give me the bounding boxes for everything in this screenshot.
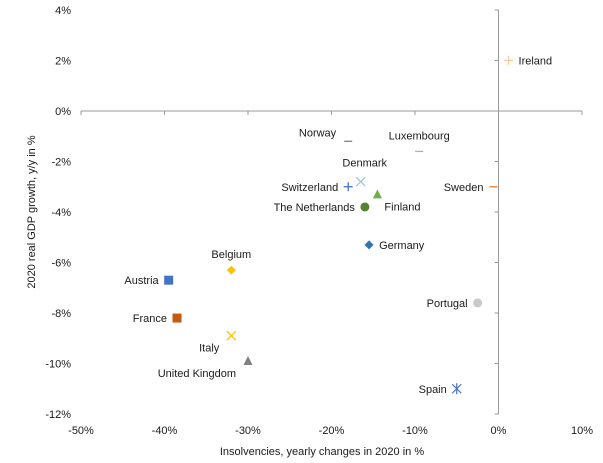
point-france <box>172 313 182 323</box>
y-axis-title: 2020 real GDP growth, y/y in % <box>26 135 38 288</box>
y-tick-labels: -12% -10% -8% -6% -4% -2% 0% 2% 4% <box>45 5 71 421</box>
label-united-kingdom: United Kingdom <box>158 368 236 380</box>
label-norway: Norway <box>299 127 337 139</box>
y-tick-label: 2% <box>55 56 71 68</box>
point-italy <box>226 330 237 341</box>
point-belgium <box>226 265 236 275</box>
y-tick-label: -6% <box>51 258 71 270</box>
x-tick-label: -20% <box>319 425 345 437</box>
x-tick-label: -40% <box>152 425 178 437</box>
point-denmark <box>355 176 366 187</box>
label-switzerland: Switzerland <box>281 182 338 194</box>
point-spain <box>451 383 462 395</box>
y-tick-label: -12% <box>45 409 71 421</box>
label-portugal: Portugal <box>427 298 468 310</box>
point-the-netherlands <box>360 202 370 212</box>
y-tick-label: 0% <box>55 106 71 118</box>
label-germany: Germany <box>379 240 425 252</box>
point-switzerland <box>343 182 353 192</box>
data-labels: Ireland Norway Luxembourg Denmark Switzerlan… <box>124 56 552 396</box>
label-the-netherlands: The Netherlands <box>274 202 356 214</box>
y-tick-label: -10% <box>45 359 71 371</box>
point-finland <box>372 189 382 199</box>
label-spain: Spain <box>419 384 447 396</box>
label-finland: Finland <box>384 201 420 213</box>
y-tick-label: 4% <box>55 5 71 17</box>
x-tick-label: -10% <box>402 425 428 437</box>
label-luxembourg: Luxembourg <box>389 130 450 142</box>
y-tick-label: -4% <box>51 207 71 219</box>
point-united-kingdom <box>243 355 253 365</box>
x-tick-labels: -50% -40% -30% -20% -10% 0% 10% <box>68 425 593 437</box>
x-tick-label: 0% <box>491 425 507 437</box>
data-points <box>164 56 514 395</box>
label-austria: Austria <box>124 275 159 287</box>
point-germany <box>364 240 374 250</box>
point-ireland <box>504 56 514 65</box>
point-austria <box>164 275 174 285</box>
label-italy: Italy <box>199 343 220 355</box>
x-axis-title: Insolvencies, yearly changes in 2020 in … <box>220 446 424 458</box>
x-tick-label: -30% <box>235 425 261 437</box>
axes <box>80 9 583 415</box>
label-ireland: Ireland <box>519 56 553 68</box>
label-france: France <box>133 313 167 325</box>
y-tick-label: -8% <box>51 308 71 320</box>
label-belgium: Belgium <box>211 249 251 261</box>
x-tick-label: 10% <box>571 425 593 437</box>
y-tick-label: -2% <box>51 157 71 169</box>
x-tick-label: -50% <box>68 425 94 437</box>
label-denmark: Denmark <box>342 158 387 170</box>
label-sweden: Sweden <box>444 182 484 194</box>
point-portugal <box>473 298 483 308</box>
